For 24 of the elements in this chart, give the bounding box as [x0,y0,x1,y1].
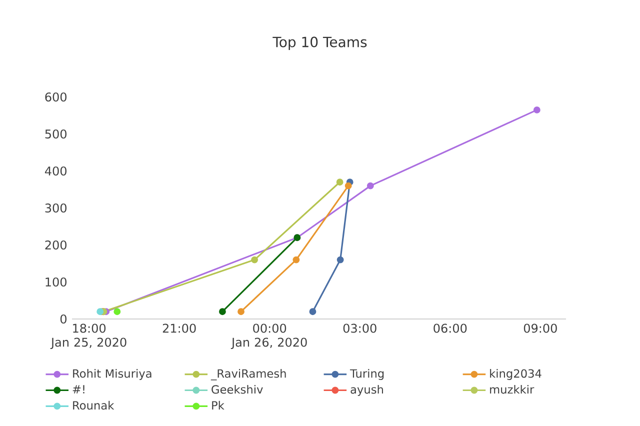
legend-label: Rounak [73,400,114,410]
legend-label: ayush [350,384,383,396]
x-tick-label: 09:00 [524,324,557,333]
x-tick-label: 18:00 Jan 25, 2020 [50,324,126,350]
legend-label: king2034 [490,368,542,380]
y-tick-label: 500 [45,129,66,139]
y-tick-label: 600 [45,92,66,102]
x-tick-label: 21:00 [162,324,196,333]
legend-label: Pk [212,400,224,410]
legend-label: Geekshiv [212,384,263,394]
x-tick-label: 03:00 [343,324,376,333]
y-tick-label: 300 [45,203,66,213]
legend-label: _RaviRamesh [210,368,286,380]
x-tick-label: 06:00 [434,324,467,333]
legend-label: Rohit Misuriya [73,368,152,380]
legend-label: #! [72,385,84,394]
chart-title: Top 10 Teams [272,36,367,50]
y-tick-label: 100 [46,277,66,287]
y-tick-label: 200 [45,240,66,250]
legend-label: Turing [350,368,384,380]
y-tick-label: 0 [60,314,66,324]
y-tick-label: 400 [44,166,66,176]
legend-label: muzkkir [490,384,534,394]
x-tick-label: 00:00 Jan 26, 2020 [230,324,307,350]
